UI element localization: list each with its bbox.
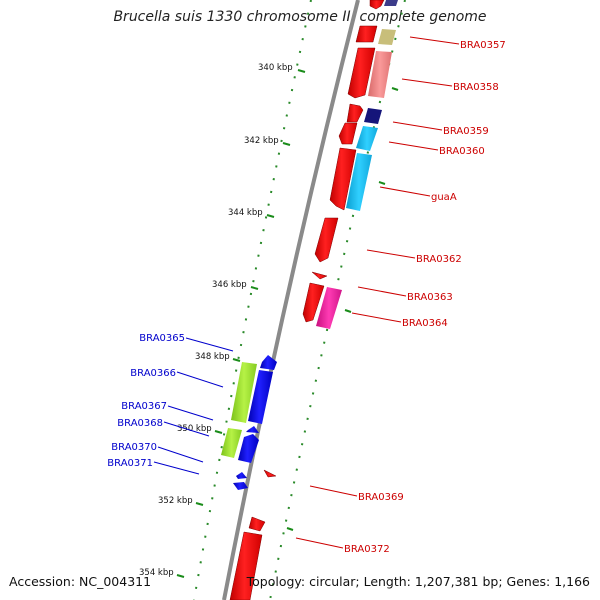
dotted-guide-left [193,0,312,600]
tick-label: 342 kbp [244,136,279,146]
gene-label-guaa: guaA [431,192,457,203]
gene-label-bra0370: BRA0370 [111,442,157,453]
feature-blocks-red [229,0,385,600]
gene-label-bra0358: BRA0358 [453,82,499,93]
gene-label-bra0365: BRA0365 [139,333,185,344]
gene-label-bra0364: BRA0364 [402,318,448,329]
tick-label: 354 kbp [139,568,174,578]
gene-label-bra0362: BRA0362 [416,254,462,265]
leader-lines-right [295,36,460,549]
gene-label-bra0372: BRA0372 [344,544,390,555]
genome-backbone [222,0,360,600]
gene-label-bra0360: BRA0360 [439,146,485,157]
ticks [176,69,399,578]
gene-label-bra0363: BRA0363 [407,292,453,303]
tick-label: 344 kbp [228,208,263,218]
tick-label: 340 kbp [258,63,293,73]
map-title: Brucella suis 1330 chromosome II, comple… [113,9,487,25]
gene-label-bra0359: BRA0359 [443,126,489,137]
topology-text: Topology: circular; Length: 1,207,381 bp… [246,574,590,589]
leader-lines-left [153,337,234,475]
gene-label-bra0368: BRA0368 [117,418,163,429]
gene-label-bra0369: BRA0369 [358,492,404,503]
gene-label-bra0366: BRA0366 [130,368,176,379]
gene-label-bra0357: BRA0357 [460,40,506,51]
tick-label: 348 kbp [195,352,230,362]
accession-text: Accession: NC_004311 [9,574,152,589]
tick-label: 346 kbp [212,280,247,290]
feature-blocks-outer [316,0,398,329]
feature-blocks-blue [221,355,277,490]
tick-label: 352 kbp [158,496,193,506]
tick-label: 350 kbp [177,424,212,434]
gene-label-bra0371: BRA0371 [107,458,153,469]
gene-label-bra0367: BRA0367 [121,401,167,412]
